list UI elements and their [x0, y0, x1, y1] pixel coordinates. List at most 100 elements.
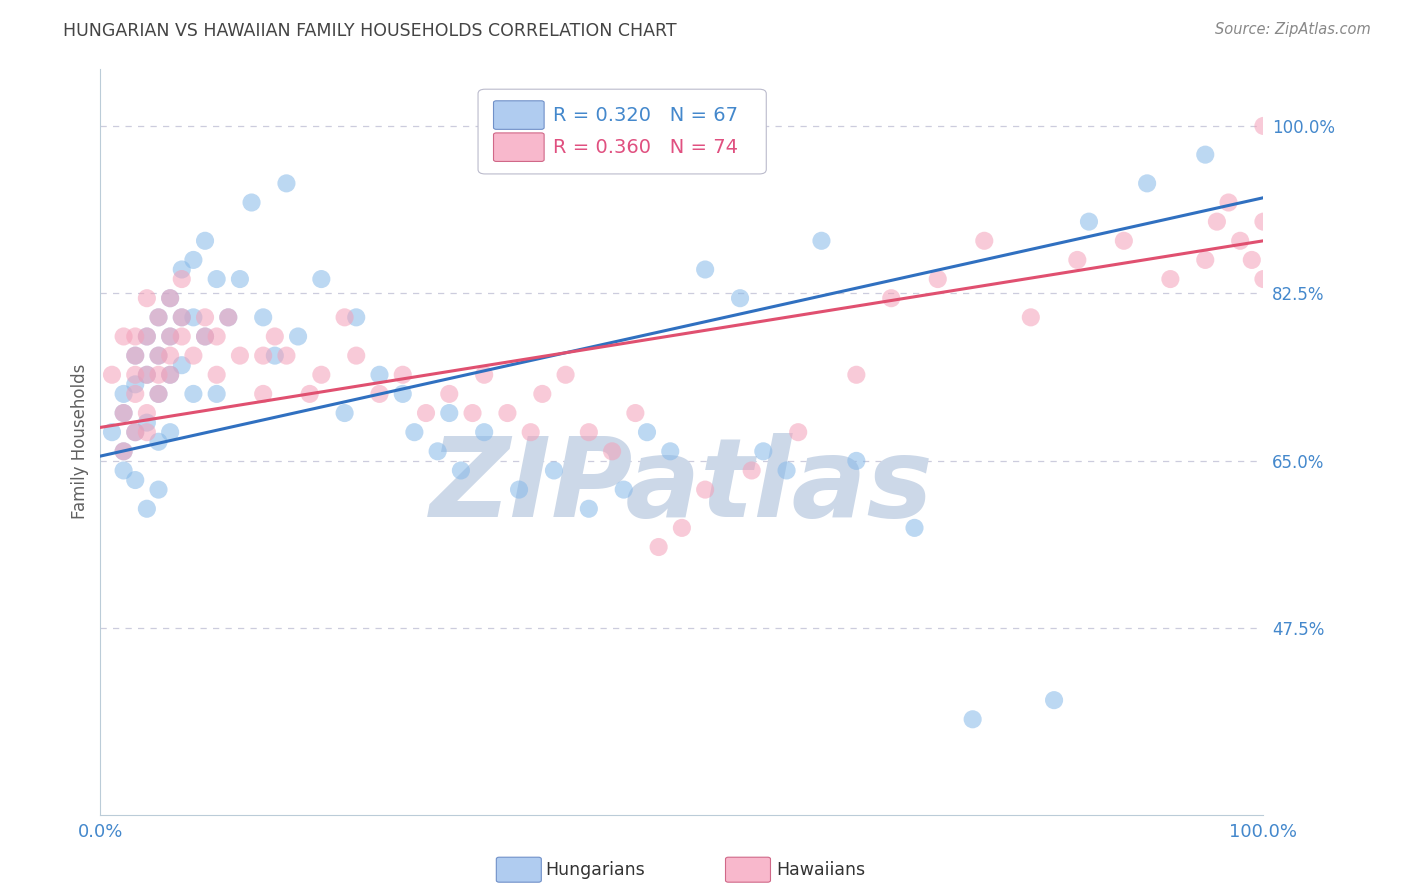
- Point: [159, 291, 181, 305]
- Point: [775, 463, 797, 477]
- Point: [170, 310, 193, 325]
- Point: [183, 310, 205, 325]
- Point: [810, 234, 832, 248]
- Point: [263, 329, 285, 343]
- Point: [170, 310, 193, 325]
- Point: [252, 349, 274, 363]
- Y-axis label: Family Households: Family Households: [72, 364, 89, 519]
- Point: [1136, 177, 1159, 191]
- Point: [695, 262, 717, 277]
- Point: [1206, 214, 1229, 228]
- Point: [636, 425, 658, 440]
- Point: [135, 416, 157, 430]
- Point: [368, 387, 391, 401]
- Point: [194, 234, 217, 248]
- Point: [519, 425, 541, 440]
- Point: [124, 349, 146, 363]
- Point: [124, 425, 146, 440]
- Point: [135, 329, 157, 343]
- Point: [112, 444, 135, 458]
- Point: [1019, 310, 1042, 325]
- Point: [124, 349, 146, 363]
- Point: [148, 483, 170, 497]
- Point: [135, 368, 157, 382]
- Point: [252, 310, 274, 325]
- Point: [671, 521, 693, 535]
- Point: [112, 329, 135, 343]
- Point: [439, 387, 461, 401]
- Point: [112, 444, 135, 458]
- Point: [554, 368, 576, 382]
- Point: [508, 483, 530, 497]
- Point: [415, 406, 437, 420]
- Point: [183, 387, 205, 401]
- Point: [148, 434, 170, 449]
- Point: [148, 349, 170, 363]
- Point: [1253, 119, 1275, 133]
- Point: [124, 425, 146, 440]
- Point: [1240, 252, 1263, 267]
- Point: [613, 483, 636, 497]
- Point: [311, 272, 333, 286]
- Point: [112, 406, 135, 420]
- Point: [1078, 214, 1101, 228]
- Point: [333, 406, 356, 420]
- Point: [531, 387, 554, 401]
- Point: [217, 310, 239, 325]
- Point: [159, 329, 181, 343]
- Point: [600, 444, 623, 458]
- Point: [124, 473, 146, 487]
- Text: R = 0.320   N = 67: R = 0.320 N = 67: [553, 105, 738, 125]
- Point: [880, 291, 903, 305]
- Point: [845, 368, 868, 382]
- Point: [183, 252, 205, 267]
- Point: [135, 425, 157, 440]
- Point: [170, 329, 193, 343]
- Point: [461, 406, 484, 420]
- Point: [1043, 693, 1066, 707]
- Point: [135, 291, 157, 305]
- Point: [1194, 252, 1216, 267]
- Point: [543, 463, 565, 477]
- Point: [1194, 147, 1216, 161]
- Point: [148, 387, 170, 401]
- Point: [1253, 272, 1275, 286]
- Point: [124, 329, 146, 343]
- Point: [391, 368, 413, 382]
- Text: ZIPatlas: ZIPatlas: [430, 433, 934, 540]
- Point: [752, 444, 775, 458]
- Point: [101, 425, 124, 440]
- Point: [159, 291, 181, 305]
- Point: [170, 262, 193, 277]
- Point: [148, 349, 170, 363]
- Point: [194, 310, 217, 325]
- Point: [728, 291, 751, 305]
- Point: [647, 540, 669, 554]
- Point: [578, 501, 600, 516]
- Point: [1253, 214, 1275, 228]
- Point: [124, 377, 146, 392]
- Point: [112, 406, 135, 420]
- Point: [159, 368, 181, 382]
- Point: [205, 329, 228, 343]
- Point: [159, 349, 181, 363]
- Point: [205, 387, 228, 401]
- Point: [927, 272, 949, 286]
- Point: [1066, 252, 1088, 267]
- Point: [148, 387, 170, 401]
- Point: [148, 310, 170, 325]
- Point: [229, 349, 252, 363]
- Text: Hungarians: Hungarians: [546, 861, 645, 879]
- Point: [344, 310, 367, 325]
- Point: [298, 387, 321, 401]
- Point: [263, 349, 285, 363]
- Point: [578, 425, 600, 440]
- Text: HUNGARIAN VS HAWAIIAN FAMILY HOUSEHOLDS CORRELATION CHART: HUNGARIAN VS HAWAIIAN FAMILY HOUSEHOLDS …: [63, 22, 676, 40]
- Point: [135, 368, 157, 382]
- Point: [472, 425, 495, 440]
- Point: [845, 454, 868, 468]
- Text: Source: ZipAtlas.com: Source: ZipAtlas.com: [1215, 22, 1371, 37]
- Point: [404, 425, 426, 440]
- Point: [903, 521, 925, 535]
- Point: [368, 368, 391, 382]
